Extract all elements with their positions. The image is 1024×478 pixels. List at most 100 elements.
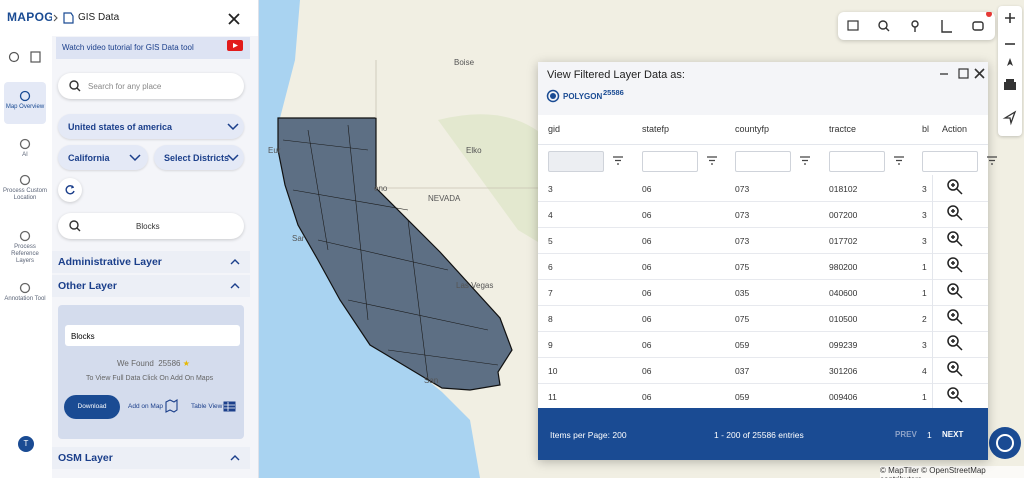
toolbar-icons (847, 11, 992, 33)
rail-label: Process Custom Location (2, 188, 47, 201)
logo[interactable]: MAPOG (7, 10, 54, 24)
other-layer-header[interactable]: Other Layer (52, 275, 250, 297)
zoom-to-feature[interactable] (946, 230, 964, 248)
zoom-to-feature[interactable] (946, 334, 964, 352)
column-header[interactable]: Action (942, 124, 968, 134)
table-row: 7 06 035 040600 1 (538, 279, 988, 306)
column-filter[interactable] (922, 151, 978, 172)
user-avatar[interactable]: T (18, 436, 34, 452)
country-value: United states of america (68, 121, 173, 132)
next-button[interactable]: NEXT (942, 430, 964, 439)
rail-item[interactable]: Process Reference Layers (2, 230, 48, 265)
zoom-to-feature[interactable] (946, 360, 964, 378)
action-divider (932, 253, 933, 279)
table-view-button[interactable]: Table View (191, 403, 222, 410)
table-cell: 1 (922, 262, 927, 272)
column-header[interactable]: gid (548, 124, 561, 134)
add-on-map-button[interactable]: Add on Map (128, 403, 163, 410)
refresh-button[interactable] (58, 178, 82, 202)
chat-button[interactable] (988, 426, 1022, 460)
table-cell: 10 (548, 366, 558, 376)
table-cell: 06 (642, 210, 652, 220)
rail-label: AI (22, 152, 28, 158)
map-label: Sar (292, 234, 305, 243)
district-select[interactable]: Select Districts (154, 145, 244, 170)
column-header[interactable]: countyfp (735, 124, 770, 134)
section-title: OSM Layer (58, 452, 113, 464)
tutorial-bar[interactable] (56, 37, 250, 59)
table-cell: 3 (922, 236, 927, 246)
youtube-icon[interactable] (227, 40, 243, 52)
layer-search[interactable]: Blocks (58, 213, 244, 239)
zoom-to-feature[interactable] (946, 386, 964, 404)
prev-button[interactable]: PREV (895, 430, 917, 439)
zoom-controls[interactable] (998, 6, 1022, 136)
table-cell: 06 (642, 236, 652, 246)
column-filter[interactable] (642, 151, 698, 172)
column-header[interactable]: bl (922, 124, 930, 134)
action-divider (932, 331, 933, 357)
download-label: Download (77, 403, 107, 410)
layer-search-icon (69, 220, 81, 232)
column-filter[interactable] (829, 151, 885, 172)
rail-item[interactable]: Annotation Tool (2, 282, 48, 303)
panel-title: GIS Data (78, 12, 120, 23)
add-on-map-icon[interactable] (164, 399, 178, 413)
rail-item[interactable]: Process Custom Location (2, 174, 48, 202)
table-cell: 035 (735, 288, 750, 298)
zoom-to-feature[interactable] (946, 256, 964, 274)
zoom-to-feature[interactable] (946, 282, 964, 300)
zoom-to-feature[interactable] (946, 204, 964, 222)
rail-item[interactable]: AI (2, 138, 48, 159)
download-button[interactable]: Download (64, 395, 120, 419)
action-divider (932, 305, 933, 331)
filter-icon[interactable] (799, 156, 811, 166)
selected-layer[interactable]: Blocks (65, 325, 240, 346)
place-search[interactable]: Search for any place (58, 73, 244, 99)
filter-icon[interactable] (986, 156, 998, 166)
table-view-icon[interactable] (223, 401, 236, 412)
table-cell: 1 (922, 392, 927, 402)
table-cell: 5 (548, 236, 553, 246)
panel-header (52, 0, 258, 36)
table-title: View Filtered Layer Data as: (547, 69, 685, 81)
tutorial-link[interactable]: Watch video tutorial for GIS Data tool (62, 43, 194, 52)
map-label: NEVADA (428, 194, 461, 203)
table-cell: 075 (735, 262, 750, 272)
items-per-page[interactable]: Items per Page: 200 (550, 430, 627, 440)
map-label: Elko (466, 146, 482, 155)
radio-selected[interactable] (546, 89, 560, 103)
zoom-to-feature[interactable] (946, 308, 964, 326)
table-row: 5 06 073 017702 3 (538, 227, 988, 254)
column-header[interactable]: tractce (829, 124, 857, 134)
filter-icon[interactable] (893, 156, 905, 166)
rail-icon (19, 174, 31, 186)
state-value: California (68, 152, 110, 163)
filter-icon[interactable] (706, 156, 718, 166)
zoom-to-feature[interactable] (946, 178, 964, 196)
table-cell: 010500 (829, 314, 858, 324)
table-cell: 075 (735, 314, 750, 324)
table-row: 6 06 075 980200 1 (538, 253, 988, 280)
column-header[interactable]: statefp (642, 124, 670, 134)
country-select[interactable]: United states of america (58, 114, 244, 139)
selected-layer-name: Blocks (71, 332, 95, 341)
administrative-layer-header[interactable]: Administrative Layer (52, 251, 250, 273)
filter-icon[interactable] (612, 156, 624, 166)
table-body: 3 06 073 018102 3 4 06 073 007200 3 5 06 073 017702 3 6… (538, 175, 988, 408)
map-toolbar (838, 11, 995, 40)
column-filter[interactable] (735, 151, 791, 172)
layer-search-value: Blocks (136, 221, 160, 231)
column-filter[interactable] (548, 151, 604, 172)
rail-top-icons (8, 51, 41, 63)
osm-layer-header[interactable]: OSM Layer (52, 447, 250, 469)
table-cell: 073 (735, 236, 750, 246)
action-divider (932, 383, 933, 408)
section-title: Other Layer (58, 280, 117, 292)
zoom-icons (1002, 13, 1017, 126)
window-controls[interactable] (938, 67, 986, 81)
table-cell: 040600 (829, 288, 858, 298)
close-panel[interactable] (227, 12, 241, 26)
rail-item[interactable]: Map Overview (2, 90, 48, 111)
